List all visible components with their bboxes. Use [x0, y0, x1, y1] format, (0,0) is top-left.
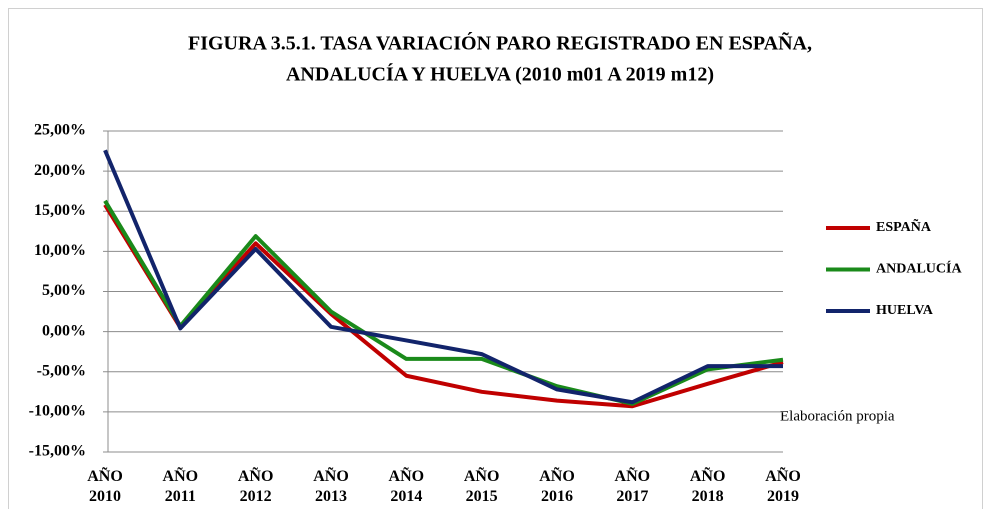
x-tick-label: AÑO 2012 [237, 468, 274, 505]
y-tick-label: -10,00% [29, 403, 86, 420]
annotation: Elaboración propia [780, 408, 895, 424]
chart-title: ANDALUCÍA Y HUELVA (2010 m01 A 2019 m12) [286, 63, 714, 86]
y-tick-label: -5,00% [37, 362, 86, 379]
line [103, 199, 784, 406]
y-tick-label: 15,00% [34, 202, 86, 219]
legend-label: ESPAÑA [876, 217, 932, 235]
y-tick-label: 25,00% [34, 122, 86, 139]
x-tick-label: AÑO 2010 [87, 468, 123, 505]
y-tick-label: 5,00% [42, 282, 86, 299]
y-tick-label: 20,00% [34, 162, 86, 179]
x-tick-label: AÑO 2017 [614, 468, 651, 505]
x-tick-label: AÑO 2019 [765, 468, 801, 505]
line [103, 203, 784, 409]
line [103, 149, 783, 405]
y-tick-label: -15,00% [29, 443, 86, 460]
x-tick-label: AÑO 2016 [539, 468, 575, 505]
y-tick-label: 0,00% [42, 322, 86, 339]
y-tick-label: 10,00% [34, 242, 86, 259]
legend-label: ANDALUCÍA [876, 260, 962, 277]
chart-title: FIGURA 3.5.1. TASA VARIACIÓN PARO REGIST… [188, 31, 812, 55]
x-tick-label: AÑO 2013 [313, 468, 349, 505]
x-tick-label: AÑO 2011 [162, 468, 199, 505]
frame [8, 8, 983, 509]
x-tick-label: AÑO 2014 [388, 468, 425, 505]
legend-label: HUELVA [876, 303, 934, 318]
x-tick-label: AÑO 2015 [463, 468, 500, 505]
x-tick-label: AÑO 2018 [689, 468, 726, 505]
